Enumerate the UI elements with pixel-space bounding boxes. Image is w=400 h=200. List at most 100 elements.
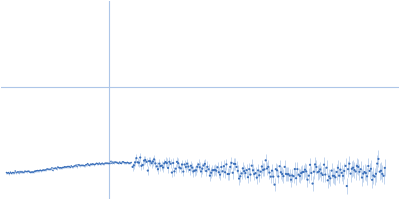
Point xyxy=(212,168,218,171)
Point xyxy=(43,168,49,171)
Point xyxy=(318,172,325,175)
Point xyxy=(51,167,57,170)
Point xyxy=(232,162,238,166)
Point xyxy=(87,163,94,166)
Point xyxy=(254,176,260,179)
Point xyxy=(342,164,349,167)
Point xyxy=(227,165,233,169)
Point xyxy=(112,160,118,164)
Point xyxy=(352,170,359,173)
Point xyxy=(47,168,53,171)
Point xyxy=(120,160,127,163)
Point xyxy=(276,165,283,168)
Point xyxy=(99,162,105,165)
Point xyxy=(38,169,44,172)
Point xyxy=(369,178,375,181)
Point xyxy=(240,167,246,170)
Point xyxy=(36,169,42,172)
Point xyxy=(82,164,88,167)
Point xyxy=(238,172,245,175)
Point xyxy=(34,169,41,172)
Point xyxy=(284,173,290,176)
Point xyxy=(33,169,40,172)
Point xyxy=(374,162,380,165)
Point xyxy=(16,171,22,174)
Point xyxy=(199,167,206,170)
Point xyxy=(169,171,175,174)
Point xyxy=(52,166,59,170)
Point xyxy=(359,176,365,179)
Point xyxy=(345,168,351,171)
Point xyxy=(146,160,152,163)
Point xyxy=(156,162,162,165)
Point xyxy=(269,169,275,172)
Point xyxy=(203,169,209,173)
Point xyxy=(5,171,12,174)
Point xyxy=(26,170,32,173)
Point xyxy=(358,168,364,171)
Point xyxy=(316,170,322,173)
Point xyxy=(362,171,369,175)
Point xyxy=(60,166,67,169)
Point xyxy=(327,177,334,180)
Point xyxy=(224,172,231,176)
Point xyxy=(170,161,176,165)
Point xyxy=(171,170,178,173)
Point xyxy=(283,172,289,176)
Point xyxy=(39,169,46,172)
Point xyxy=(23,170,29,173)
Point xyxy=(26,170,33,174)
Point xyxy=(222,171,228,174)
Point xyxy=(152,162,159,165)
Point xyxy=(110,160,116,164)
Point xyxy=(370,174,377,177)
Point xyxy=(10,171,16,174)
Point xyxy=(188,164,194,167)
Point xyxy=(48,167,54,171)
Point xyxy=(66,165,72,168)
Point xyxy=(45,168,51,171)
Point xyxy=(145,169,151,172)
Point xyxy=(356,170,363,173)
Point xyxy=(29,170,36,174)
Point xyxy=(7,171,14,174)
Point xyxy=(372,175,378,178)
Point xyxy=(306,174,312,177)
Point xyxy=(73,164,79,167)
Point xyxy=(102,162,108,165)
Point xyxy=(148,162,155,165)
Point xyxy=(124,161,130,164)
Point xyxy=(97,163,104,166)
Point xyxy=(298,172,304,175)
Point xyxy=(112,161,119,164)
Point xyxy=(56,166,62,169)
Point xyxy=(282,165,288,168)
Point xyxy=(22,170,28,173)
Point xyxy=(202,162,208,165)
Point xyxy=(88,163,95,166)
Point xyxy=(382,166,388,169)
Point xyxy=(71,165,77,168)
Point xyxy=(373,172,379,175)
Point xyxy=(52,167,58,170)
Point xyxy=(50,169,56,172)
Point xyxy=(206,168,212,171)
Point xyxy=(313,165,320,169)
Point xyxy=(160,166,166,169)
Point xyxy=(328,169,335,172)
Point xyxy=(285,173,292,176)
Point xyxy=(44,167,50,170)
Point xyxy=(14,171,20,174)
Point xyxy=(104,162,110,165)
Point xyxy=(15,170,21,173)
Point xyxy=(147,160,154,163)
Point xyxy=(351,168,358,172)
Point xyxy=(312,163,318,166)
Point xyxy=(69,165,76,168)
Point xyxy=(107,162,113,165)
Point xyxy=(270,175,276,178)
Point xyxy=(86,163,92,167)
Point xyxy=(376,170,383,173)
Point xyxy=(344,184,350,188)
Point xyxy=(364,175,370,178)
